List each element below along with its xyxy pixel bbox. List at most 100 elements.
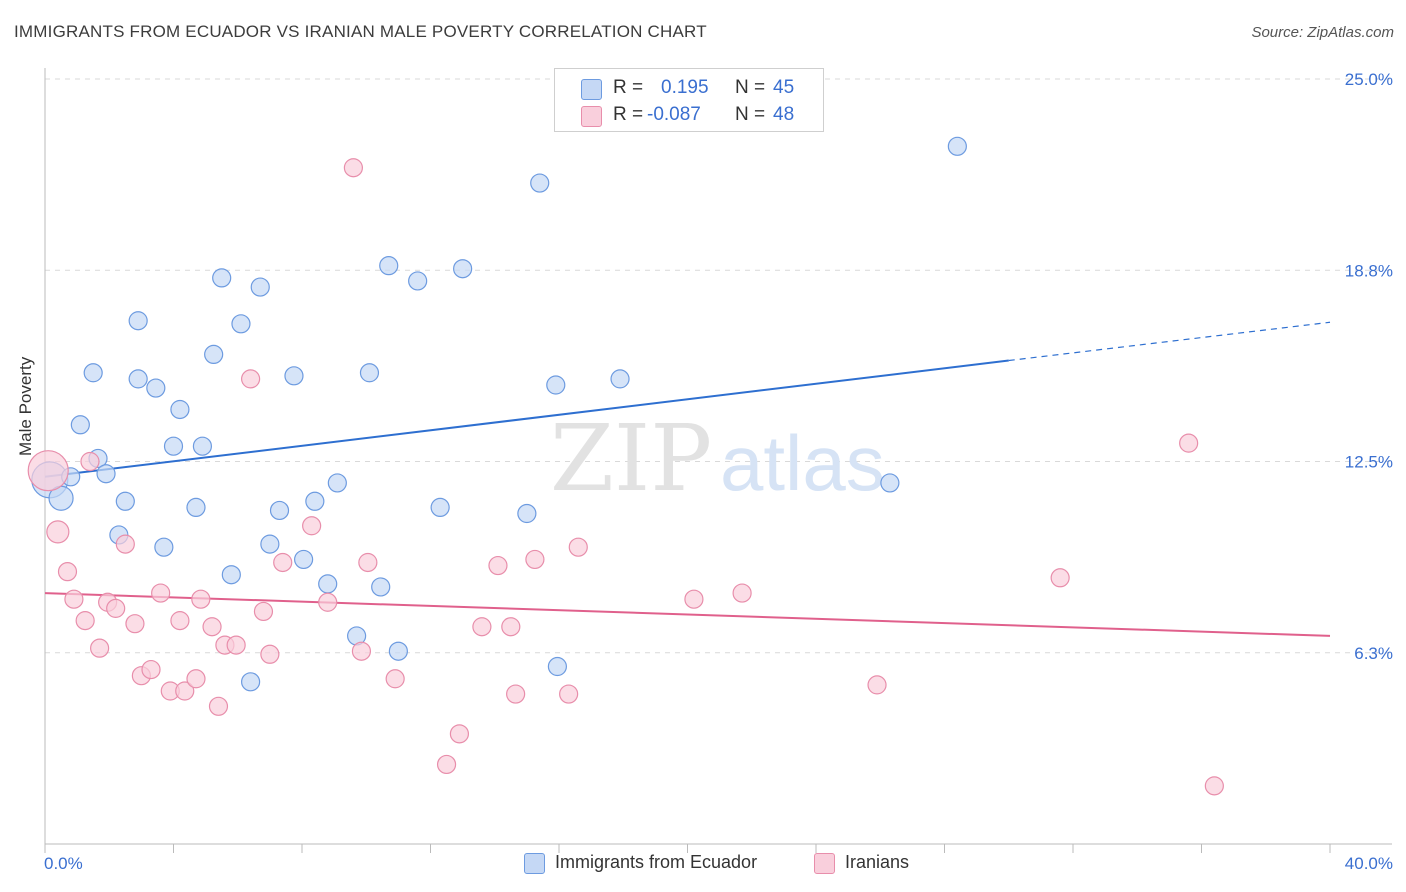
iranians-point [318, 592, 338, 612]
legend-n-label: N = [735, 77, 766, 98]
watermark-atlas: atlas [720, 419, 885, 507]
iranians-point [90, 638, 110, 658]
ecuador-point [128, 369, 148, 389]
watermark-zip: ZIP [550, 405, 712, 512]
iranians-point [568, 537, 588, 557]
legend-r-value: 0.195 [661, 77, 709, 98]
ecuador-point [83, 363, 103, 383]
ecuador-point [408, 271, 428, 291]
ecuador-point [204, 344, 224, 364]
ecuador-point [170, 399, 190, 420]
y-tick-label: 25.0% [1345, 70, 1393, 89]
y-tick-label: 6.3% [1354, 644, 1393, 663]
ecuador-point [453, 259, 473, 279]
x-tick-label-min: 0.0% [44, 854, 83, 873]
iranians-point [141, 659, 161, 680]
iranians-point [226, 635, 246, 655]
iranians-point [80, 451, 100, 472]
ecuador-point [517, 503, 537, 524]
trend-lines [44, 321, 1331, 637]
iranians-point [732, 583, 752, 603]
iranians-point [684, 589, 704, 609]
grid-lines [45, 78, 1392, 654]
iranians-point [241, 369, 261, 389]
iranians-point [273, 552, 293, 573]
ecuador-point [154, 537, 174, 557]
legend-n-value: 48 [773, 104, 795, 125]
ecuador-point [115, 491, 135, 511]
ecuador-point [547, 656, 567, 677]
iranians-point [1204, 776, 1224, 796]
y-tick-label: 18.8% [1345, 261, 1393, 280]
iranians-point [260, 644, 280, 664]
y-tick-label: 12.5% [1345, 453, 1393, 472]
iranians-point [253, 601, 274, 622]
iranians-point [501, 617, 521, 637]
correlation-legend: R = 0.195 N = 45 R = -0.087 N = 48 [554, 68, 824, 132]
iranians-point [351, 641, 372, 661]
iranians-point [191, 589, 211, 609]
iranians-point [385, 669, 405, 689]
legend-swatch-blue [524, 853, 545, 874]
iranians-point [27, 450, 69, 492]
tick-labels: 6.3% 12.5% 18.8% 25.0% 0.0% 40.0% [44, 70, 1393, 873]
iranians-point [106, 598, 126, 618]
legend-series-name: Iranians [845, 852, 910, 872]
iranians-point [449, 724, 470, 744]
ecuador-point [70, 415, 90, 435]
legend-row-ecuador: R = 0.195 N = 45 [555, 75, 823, 103]
legend-n-label: N = [735, 104, 766, 125]
ecuador-point [163, 436, 184, 456]
ecuador-point [430, 497, 450, 517]
ecuador-point [231, 314, 251, 334]
ecuador-point [146, 378, 166, 398]
iranians-point [436, 754, 457, 775]
chart-title: IMMIGRANTS FROM ECUADOR VS IRANIAN MALE … [14, 22, 707, 41]
ecuador-point [359, 363, 380, 383]
iranians-point [46, 520, 70, 544]
legend-r-label: R = [613, 104, 644, 125]
ecuador-point [284, 366, 304, 386]
ecuador-point [96, 464, 116, 484]
iranians-point [1050, 568, 1070, 588]
legend-swatch-pink [814, 853, 835, 874]
ecuador-point [371, 577, 391, 597]
ecuador-point [294, 549, 314, 570]
iranians-point [186, 669, 206, 689]
iranians-point [343, 158, 363, 178]
trend-line-ecuador-extension [1008, 321, 1331, 362]
legend-r-value: -0.087 [647, 104, 701, 125]
iranians-point [170, 611, 190, 631]
iranians-point [115, 534, 135, 554]
iranians-point [506, 684, 526, 704]
ecuador-point [241, 672, 261, 692]
iranians-point [472, 617, 492, 637]
ecuador-point [610, 369, 630, 389]
ecuador-point [186, 497, 206, 517]
x-tick-label-max: 40.0% [1345, 854, 1393, 873]
y-axis-label: Male Poverty [16, 356, 35, 456]
ecuador-point [250, 277, 270, 297]
ecuador-point [192, 436, 213, 456]
legend-swatch-pink [581, 106, 602, 127]
iranians-point [57, 562, 78, 582]
iranians-point [75, 611, 95, 631]
trend-line-ecuador [44, 359, 1009, 478]
legend-row-iranians: R = -0.087 N = 48 [555, 102, 823, 130]
iranians-point [559, 684, 579, 704]
legend-swatch-blue [581, 79, 602, 100]
ecuador-point [212, 268, 232, 288]
source-label: Source: ZipAtlas.com [1251, 24, 1394, 41]
legend-r-label: R = [613, 77, 644, 98]
iranians-point [488, 555, 508, 576]
trend-line-iranians [44, 592, 1331, 637]
ecuador-point [318, 574, 338, 594]
legend-series-name: Immigrants from Ecuador [555, 852, 758, 872]
ecuador-point [880, 473, 900, 493]
iranians-point [202, 617, 222, 637]
ecuador-point [379, 256, 399, 276]
ecuador-point [327, 473, 347, 493]
iranians-point [208, 696, 229, 716]
ecuador-point [388, 641, 408, 661]
